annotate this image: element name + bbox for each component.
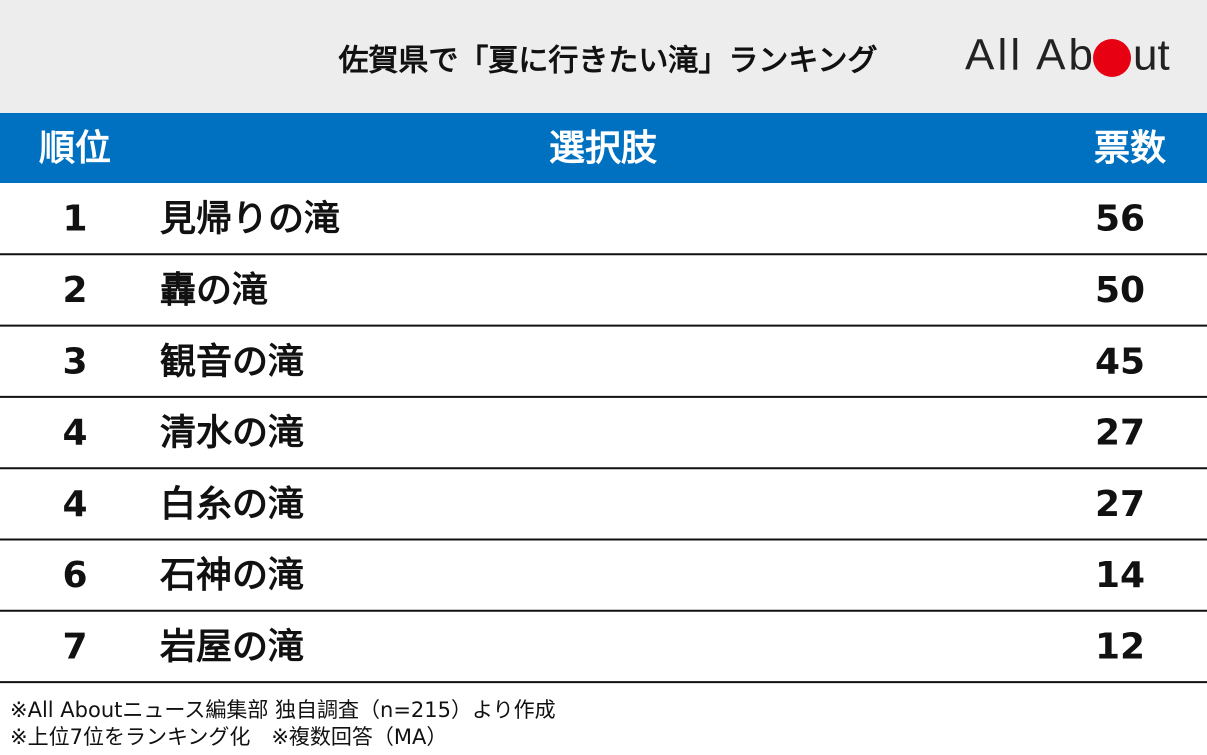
votes: 12 <box>1095 626 1145 667</box>
option: 石神の滝 <box>160 555 304 596</box>
rank: 2 <box>62 270 87 311</box>
option: 轟の滝 <box>160 270 268 311</box>
option: 見帰りの滝 <box>160 199 340 240</box>
option: 白糸の滝 <box>160 484 304 525</box>
logo-start: All Ab <box>965 31 1093 80</box>
votes: 14 <box>1095 555 1145 596</box>
rank: 4 <box>62 484 87 525</box>
rank: 1 <box>62 199 87 240</box>
option: 岩屋の滝 <box>160 626 304 667</box>
title: 佐賀県で「夏に行きたい滝」ランキング <box>337 44 877 79</box>
note: ※All Aboutニュース編集部 独自調査（n=215）より作成 <box>10 698 556 722</box>
votes: 56 <box>1095 199 1145 240</box>
note: ※上位7位をランキング化 ※複数回答（MA） <box>10 725 447 749</box>
table-body: 1 見帰りの滝 56 2 轟の滝 50 3 観音の滝 45 4 清水の滝 27 4 白糸の滝 27 6 石神の滝… <box>0 199 1207 684</box>
votes: 27 <box>1095 413 1145 454</box>
votes: 27 <box>1095 484 1145 525</box>
logo-dot <box>1093 39 1131 77</box>
rank: 6 <box>62 555 87 596</box>
header-band <box>0 0 1207 113</box>
votes: 50 <box>1095 270 1145 311</box>
rank: 3 <box>62 341 87 382</box>
option: 観音の滝 <box>160 341 304 382</box>
rank: 7 <box>62 626 87 667</box>
column-header: 票数 <box>1094 128 1166 169</box>
option: 清水の滝 <box>160 413 304 454</box>
votes: 45 <box>1095 341 1145 382</box>
column-header: 順位 <box>39 128 111 169</box>
table-header <box>0 113 1207 183</box>
rank: 4 <box>62 413 87 454</box>
logo-end: ut <box>1133 31 1170 80</box>
column-header: 選択肢 <box>549 128 658 169</box>
